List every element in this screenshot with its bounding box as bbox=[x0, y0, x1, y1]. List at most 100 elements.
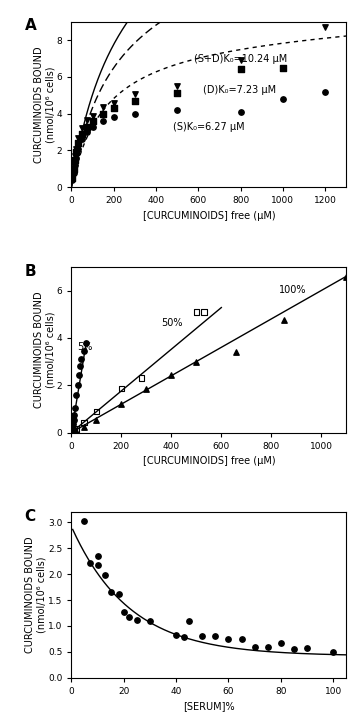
Point bbox=[238, 63, 243, 75]
Point bbox=[134, 614, 140, 626]
Point bbox=[100, 115, 106, 127]
Point bbox=[74, 389, 79, 400]
Point bbox=[69, 425, 75, 437]
Point bbox=[322, 22, 328, 33]
Point bbox=[108, 587, 114, 598]
Point bbox=[79, 123, 85, 134]
Point bbox=[84, 115, 90, 126]
Y-axis label: CURCUMINOIDS BOUND
(nmol/10⁶ cells): CURCUMINOIDS BOUND (nmol/10⁶ cells) bbox=[25, 536, 47, 653]
Point bbox=[74, 423, 79, 435]
Point bbox=[81, 421, 87, 433]
Text: (S)K₀=6.27 μM: (S)K₀=6.27 μM bbox=[173, 123, 245, 132]
Point bbox=[343, 272, 349, 283]
Point bbox=[291, 644, 297, 655]
Point bbox=[111, 102, 116, 114]
Text: (D)K₀=7.23 μM: (D)K₀=7.23 μM bbox=[202, 85, 276, 95]
Point bbox=[132, 108, 138, 120]
Point bbox=[265, 641, 271, 653]
Point bbox=[330, 646, 336, 658]
Point bbox=[111, 112, 116, 123]
Point bbox=[71, 167, 76, 178]
Point bbox=[73, 146, 79, 158]
Point bbox=[77, 360, 83, 372]
Point bbox=[90, 115, 95, 127]
Point bbox=[100, 102, 106, 113]
Point bbox=[116, 588, 121, 600]
Point bbox=[193, 306, 199, 317]
Point bbox=[173, 629, 179, 641]
Point bbox=[126, 611, 132, 622]
Point bbox=[81, 345, 87, 357]
Point bbox=[70, 170, 75, 182]
Point bbox=[144, 383, 149, 394]
Point bbox=[322, 86, 328, 97]
Point bbox=[71, 425, 77, 437]
Point bbox=[81, 417, 87, 428]
Point bbox=[71, 409, 77, 420]
Point bbox=[73, 152, 79, 164]
Text: C: C bbox=[25, 509, 36, 523]
Point bbox=[70, 426, 76, 438]
Point bbox=[201, 306, 207, 317]
Point bbox=[121, 606, 127, 618]
Point bbox=[94, 414, 99, 425]
Point bbox=[84, 337, 89, 348]
Text: B: B bbox=[25, 264, 36, 278]
Point bbox=[90, 121, 95, 133]
Point bbox=[169, 368, 174, 380]
Y-axis label: CURCUMINOIDS BOUND
(nmol/10⁶ cells): CURCUMINOIDS BOUND (nmol/10⁶ cells) bbox=[34, 46, 55, 163]
Point bbox=[90, 110, 95, 122]
Point bbox=[79, 128, 85, 140]
Point bbox=[76, 368, 82, 380]
Point bbox=[70, 172, 75, 184]
Point bbox=[102, 570, 108, 581]
Point bbox=[174, 80, 180, 92]
Point bbox=[174, 88, 180, 99]
Text: 50%: 50% bbox=[161, 318, 183, 328]
Point bbox=[71, 163, 76, 174]
Text: (S+D)K₀=10.24 μM: (S+D)K₀=10.24 μM bbox=[194, 54, 287, 64]
Point bbox=[72, 402, 78, 413]
Point bbox=[71, 159, 76, 171]
Point bbox=[111, 97, 116, 108]
Point bbox=[147, 615, 153, 627]
Point bbox=[87, 557, 92, 569]
Point bbox=[74, 425, 79, 436]
Point bbox=[79, 133, 85, 145]
Point bbox=[212, 631, 218, 642]
Point bbox=[82, 516, 87, 527]
Point bbox=[75, 143, 81, 154]
Point bbox=[280, 93, 286, 105]
Point bbox=[69, 425, 75, 436]
Point bbox=[100, 108, 106, 120]
Point bbox=[252, 641, 257, 653]
Point bbox=[84, 126, 90, 138]
Point bbox=[70, 423, 76, 435]
Point bbox=[174, 105, 180, 116]
Point bbox=[71, 414, 77, 425]
Point bbox=[75, 132, 81, 143]
Point bbox=[71, 418, 76, 430]
Point bbox=[280, 62, 286, 74]
Y-axis label: CURCUMINOIDS BOUND
(nmol/10⁶ cells): CURCUMINOIDS BOUND (nmol/10⁶ cells) bbox=[34, 291, 55, 408]
X-axis label: [SERUM]%: [SERUM]% bbox=[183, 702, 235, 712]
Point bbox=[95, 559, 100, 571]
Point bbox=[278, 637, 284, 649]
Point bbox=[239, 633, 245, 645]
Point bbox=[181, 632, 187, 643]
Point bbox=[84, 121, 90, 133]
Point bbox=[72, 154, 77, 165]
Point bbox=[193, 355, 199, 367]
Point bbox=[73, 143, 79, 154]
Point bbox=[281, 314, 287, 326]
Point bbox=[119, 399, 124, 410]
Text: A: A bbox=[25, 18, 36, 33]
Point bbox=[233, 346, 239, 358]
X-axis label: [CURCUMINOIDS] free (μM): [CURCUMINOIDS] free (μM) bbox=[142, 456, 275, 466]
Point bbox=[75, 138, 81, 149]
Point bbox=[95, 550, 100, 562]
Point bbox=[200, 631, 205, 642]
Point bbox=[119, 383, 124, 394]
Point bbox=[186, 615, 192, 627]
Point bbox=[226, 634, 231, 645]
